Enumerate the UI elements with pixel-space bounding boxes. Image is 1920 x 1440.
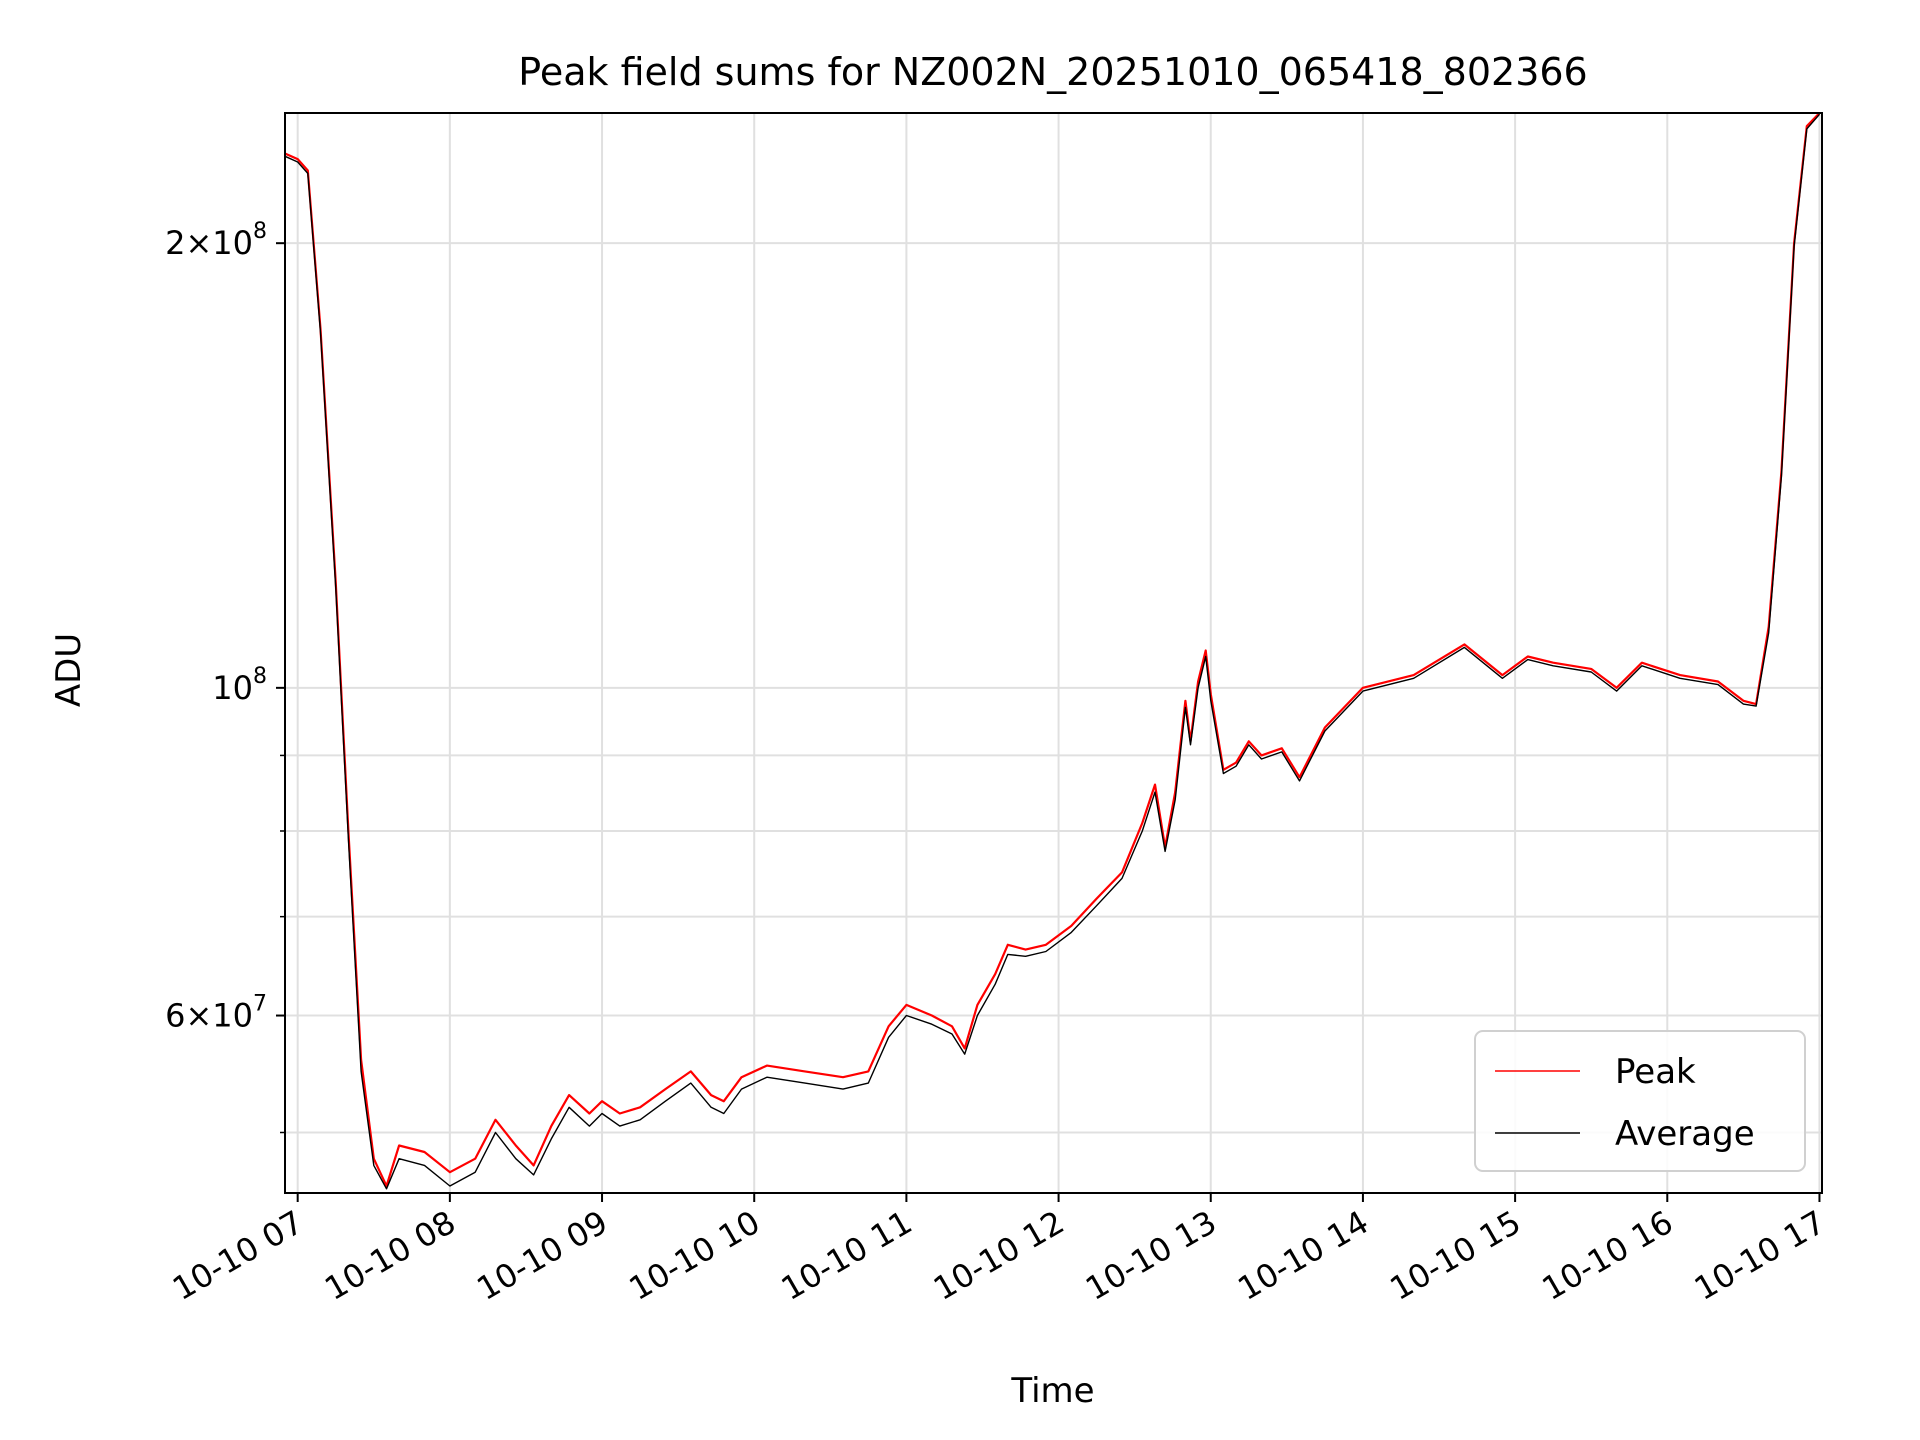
plot-frame [284,112,1823,1194]
series-line-average [285,113,1821,1190]
grid [285,113,1822,1193]
chart-title: Peak field sums for NZ002N_20251010_0654… [518,50,1587,94]
y-tick-label: 2×108 [165,219,267,262]
legend: Peak Average [1474,1030,1806,1172]
y-axis-label: ADU [49,633,89,707]
plot-area [285,113,1821,1190]
legend-label-average: Average [1615,1114,1755,1154]
y-tick-label: 6×107 [165,992,267,1035]
x-axis-label: Time [1010,1371,1094,1411]
legend-label-peak: Peak [1615,1052,1696,1092]
legend-box [1474,1030,1806,1172]
y-tick-label: 108 [212,664,267,707]
series-line-peak [285,113,1821,1188]
